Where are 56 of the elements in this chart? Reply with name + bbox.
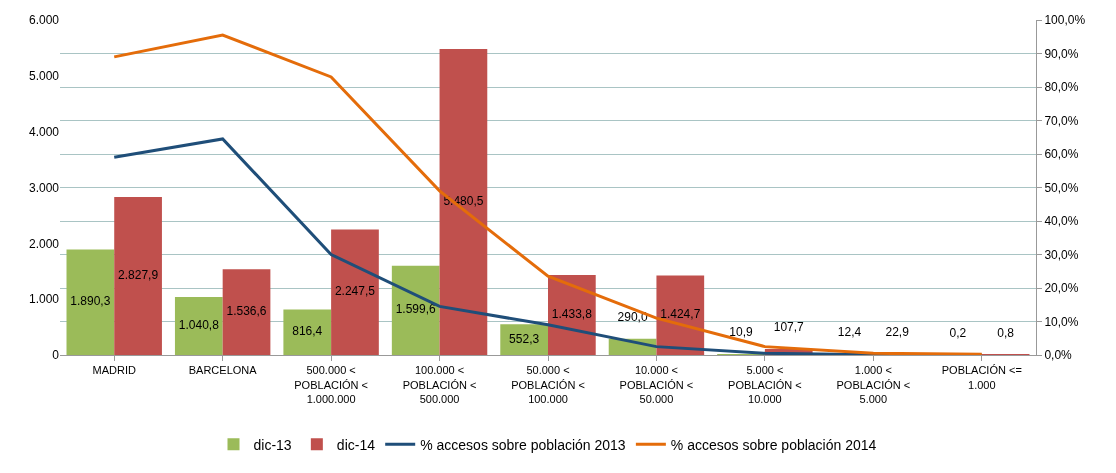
x-tick-label: 5.000 < POBLACIÓN < 10.000 — [728, 364, 802, 405]
data-label: 10,9 — [729, 325, 754, 340]
data-label: 1.040,8 — [178, 317, 220, 332]
legend-label: dic-14 — [336, 436, 376, 453]
y2-tick-label: 20,0% — [1044, 281, 1079, 296]
bar — [283, 309, 332, 355]
data-label: 1.536,6 — [226, 304, 267, 319]
y2-tick-label: 70,0% — [1044, 113, 1079, 128]
y-tick-label: 2.000 — [28, 236, 60, 251]
bar — [114, 197, 162, 355]
data-label: 2.247,5 — [334, 284, 376, 299]
data-label: 1.890,3 — [70, 294, 111, 309]
y-tick-label: 6.000 — [28, 13, 60, 28]
bar — [66, 249, 115, 355]
data-label: 1.599,6 — [395, 302, 437, 317]
data-label: 1.433,8 — [551, 306, 593, 321]
y2-tick-label: 50,0% — [1044, 180, 1079, 195]
x-tick-label: 50.000 < POBLACIÓN < 100.000 — [511, 364, 585, 405]
data-label: 0,8 — [997, 325, 1015, 340]
bar — [174, 296, 223, 355]
bar — [439, 49, 488, 355]
bar — [391, 265, 440, 355]
data-label: 107,7 — [773, 319, 805, 334]
y2-tick-label: 40,0% — [1044, 214, 1079, 229]
y2-tick-label: 90,0% — [1044, 46, 1079, 61]
x-tick-label: 500.000 < POBLACIÓN < 1.000.000 — [294, 364, 368, 405]
x-tick-label: 100.000 < POBLACIÓN < 500.000 — [402, 364, 477, 405]
legend-label: % accesos sobre población 2014 — [670, 436, 877, 453]
y2-tick-label: 30,0% — [1044, 247, 1079, 262]
y-tick-label: 5.000 — [28, 69, 60, 84]
y-tick-label: 3.000 — [28, 180, 60, 195]
data-label: 2.827,9 — [118, 268, 159, 283]
y2-tick-label: 0,0% — [1044, 348, 1073, 363]
y2-tick-label: 80,0% — [1044, 80, 1079, 95]
x-tick-label: 1.000 < POBLACIÓN < 5.000 — [836, 364, 911, 405]
x-tick-label: 10.000 < POBLACIÓN < 50.000 — [619, 364, 694, 405]
y2-tick-label: 60,0% — [1044, 147, 1079, 162]
bar — [331, 229, 379, 355]
y2-tick-label: 10,0% — [1044, 314, 1079, 329]
line-series — [112, 33, 984, 355]
data-label: 1.424,7 — [660, 307, 701, 322]
y-tick-label: 1.000 — [28, 292, 60, 307]
data-label: 816,4 — [292, 324, 323, 339]
x-tick-label: POBLACIÓN <= 1.000 — [941, 364, 1022, 391]
data-label: 0,2 — [949, 325, 967, 340]
x-tick-label: MADRID — [92, 364, 136, 377]
y2-tick-label: 100,0% — [1044, 13, 1086, 28]
data-label: 12,4 — [837, 325, 862, 340]
data-label: 22,9 — [885, 324, 910, 339]
x-tick-label: BARCELONA — [188, 364, 258, 377]
bar — [222, 269, 271, 355]
y-tick-label: 4.000 — [28, 124, 60, 139]
data-label: 552,3 — [509, 331, 540, 346]
legend-label: dic-13 — [253, 436, 292, 453]
y-tick-label: 0 — [52, 348, 60, 363]
legend-label: % accesos sobre población 2013 — [420, 436, 626, 453]
